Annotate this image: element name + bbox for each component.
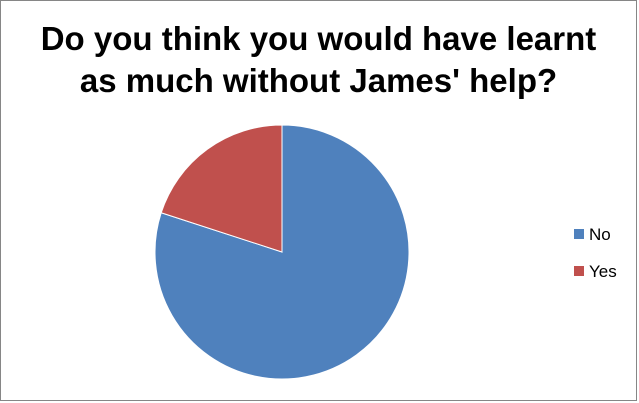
legend: No Yes: [574, 225, 617, 281]
legend-swatch-yes: [574, 266, 584, 276]
pie-slice-yes: [160, 124, 283, 253]
legend-label-no: No: [589, 225, 611, 244]
pie-slices: [154, 124, 410, 380]
chart-title-line-2: as much without James' help?: [79, 62, 558, 99]
chart-title-line-1: Do you think you would have learnt: [40, 20, 597, 57]
legend-label-yes: Yes: [589, 262, 617, 281]
legend-swatch-no: [574, 229, 584, 239]
chart-title: Do you think you would have learnt as mu…: [0, 18, 637, 102]
